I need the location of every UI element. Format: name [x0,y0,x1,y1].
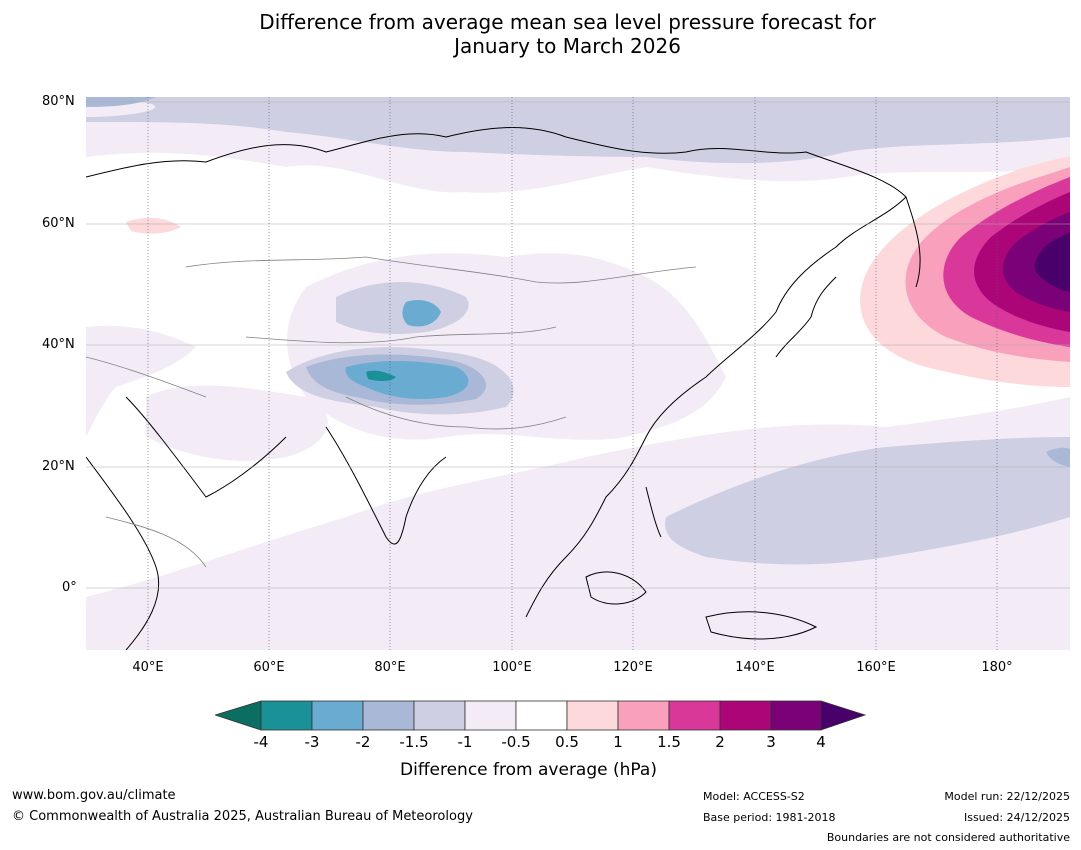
country-boundaries [86,256,697,568]
central-asia-low [336,282,469,334]
colorbar-tick: -1.5 [399,733,429,751]
colorbar-bin-m4-m3 [260,700,313,731]
lat-label-20: 20°N [42,459,75,474]
colorbar-tick: -0.5 [501,733,531,751]
india-coast [325,426,447,545]
colorbar-bin-15-2 [668,700,721,731]
npac-high-4 [1034,232,1070,292]
tibet-core [345,361,469,399]
lon-label-160e: 160°E [856,660,896,675]
website-link[interactable]: www.bom.gov.au/climate [12,788,176,803]
colorbar-bin-2-3 [719,700,772,731]
copyright-text: © Commonwealth of Australia 2025, Austra… [12,809,473,824]
colorbar-bin-3-4 [770,700,822,731]
colorbar-tick: 3 [766,733,776,751]
colorbar-tick: 1.5 [657,733,681,751]
colorbar-extend-low [215,700,262,731]
colorbar-tick: -3 [304,733,320,751]
colorbar-bin-m1-m05 [464,700,517,731]
kamchatka [905,196,921,288]
borneo [585,571,647,605]
colorbar-tick: -2 [355,733,371,751]
colorbar-bin-1-15 [617,700,670,731]
arctic-band-mid [86,97,1070,164]
pacific-low-core [1046,447,1070,467]
colorbar-bin-05-1 [566,700,619,731]
chart-title: Difference from average mean sea level p… [0,10,1081,58]
boundary-b [245,326,557,344]
lon-label-80e: 80°E [374,660,406,675]
central-asia-core [402,300,441,327]
colorbar [215,700,867,731]
lon-label-100e: 100°E [492,660,532,675]
boundary-d [86,356,207,398]
colorbar-tick: -4 [253,733,269,751]
colorbar-bin-m2-m15 [362,700,415,731]
anomaly-fields [86,97,1070,650]
colorbar-extend-high [820,700,867,731]
base-period: Base period: 1981-2018 [703,811,836,824]
lon-label-40e: 40°E [132,660,164,675]
lon-label-60e: 60°E [253,660,285,675]
lat-label-40: 40°N [42,337,75,352]
pressure-anomaly-map [86,97,1070,650]
arabia-coast [125,396,287,498]
coastlines [86,127,921,650]
new-guinea [705,611,818,640]
lon-label-180: 180° [981,660,1013,675]
colorbar-tick: 2 [715,733,725,751]
colorbar-tick: 0.5 [555,733,579,751]
map-canvas [86,97,1070,650]
lon-label-140e: 140°E [735,660,775,675]
boundary-c [345,396,567,430]
colorbar-bin-m15-m1 [413,700,466,731]
europe-pink-patch [126,217,181,234]
lat-label-0: 0° [62,580,77,595]
title-line-1: Difference from average mean sea level p… [259,10,876,34]
issued-date: Issued: 24/12/2025 [963,811,1070,824]
pacific-low-zone [665,437,1070,565]
graticule [86,97,1070,650]
eurasia-light-zone [287,253,726,440]
colorbar-bin-m05-05 [515,700,568,731]
model-run-date: Model run: 22/12/2025 [944,790,1070,803]
tibet-deep [366,370,396,382]
colorbar-label: Difference from average (hPa) [400,760,657,780]
colorbar-bin-m3-m2 [311,700,364,731]
middle-east-light [146,385,328,461]
philippines [645,486,662,538]
boundary-disclaimer: Boundaries are not considered authoritat… [826,831,1070,844]
boundary-a [185,256,697,284]
colorbar-tick: 4 [816,733,826,751]
lat-label-80: 80°N [42,94,75,109]
eurasia-north-coast [86,127,907,313]
west-light-zone [86,325,196,437]
boundary-e [105,516,207,568]
east-asia-coast [525,311,777,618]
model-name: Model: ACCESS-S2 [703,790,805,803]
colorbar-tick: -1 [457,733,473,751]
lat-label-60: 60°N [42,216,75,231]
lon-label-120e: 120°E [613,660,653,675]
title-line-2: January to March 2026 [454,34,681,58]
colorbar-tick: 1 [613,733,623,751]
africa-coast [86,456,160,650]
